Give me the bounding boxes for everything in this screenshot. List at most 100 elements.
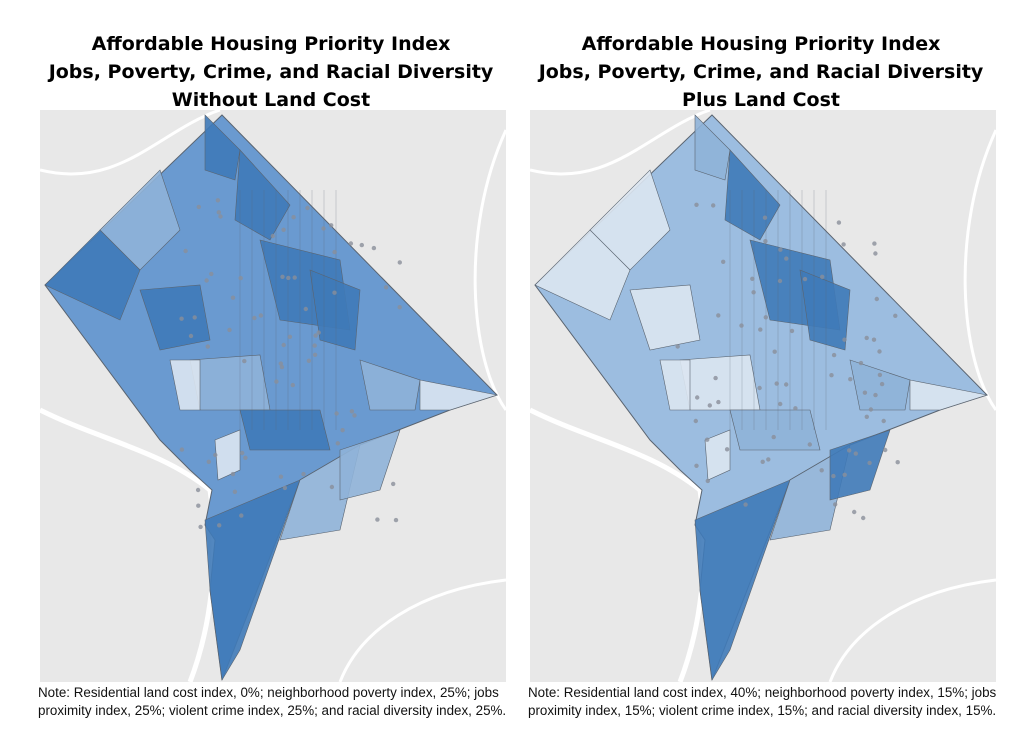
road-line (963, 129, 996, 411)
site-point (831, 473, 836, 479)
site-point (348, 241, 354, 246)
site-point (213, 452, 218, 458)
site-point (693, 418, 698, 424)
site-point (334, 411, 339, 416)
site-point (694, 463, 699, 468)
site-point (743, 502, 748, 507)
site-point (819, 468, 824, 473)
site-point (789, 328, 795, 334)
census-tract (659, 359, 691, 411)
site-point (724, 447, 730, 452)
site-point (842, 472, 847, 477)
site-point (784, 256, 789, 261)
site-point (750, 276, 755, 281)
site-point (198, 524, 203, 530)
site-point (371, 245, 377, 251)
site-point (393, 517, 399, 523)
site-point (188, 333, 194, 339)
site-point (893, 313, 898, 318)
site-point (332, 249, 337, 255)
road-line (338, 578, 506, 682)
site-point (867, 460, 872, 466)
site-point (872, 241, 877, 246)
site-point (230, 295, 236, 300)
site-point (240, 450, 245, 456)
site-point (848, 377, 853, 382)
site-point (278, 361, 283, 366)
site-point (206, 459, 211, 464)
site-point (195, 487, 201, 493)
site-point (864, 414, 869, 419)
census-tract (169, 359, 201, 411)
census-tract (829, 429, 891, 501)
site-point (858, 360, 864, 366)
site-point (820, 274, 825, 279)
choropleth-map[interactable] (40, 110, 506, 682)
site-point (861, 515, 866, 521)
map-note: Note: Residential land cost index, 0%; n… (38, 685, 507, 718)
title-line: Jobs, Poverty, Crime, and Racial Diversi… (48, 61, 494, 83)
site-point (258, 313, 264, 318)
river-line (530, 407, 707, 682)
choropleth-map[interactable] (530, 110, 996, 682)
census-tract (629, 284, 701, 351)
census-tract (694, 114, 731, 181)
site-point (868, 407, 874, 412)
census-tract (214, 429, 241, 481)
census-tract (849, 359, 911, 411)
site-point (739, 323, 744, 328)
site-point (716, 313, 721, 318)
census-tract (309, 269, 361, 351)
census-tract (139, 284, 211, 351)
site-point (209, 271, 214, 277)
site-point (183, 248, 188, 254)
site-point (278, 474, 284, 479)
site-point (306, 358, 312, 363)
site-point (772, 349, 777, 354)
site-point (303, 306, 308, 312)
site-point (179, 316, 184, 321)
site-point (762, 215, 768, 220)
site-point (694, 202, 699, 207)
road-line (530, 110, 711, 176)
site-point (760, 459, 765, 464)
site-point (312, 343, 317, 348)
title-line: Affordable Housing Priority Index (581, 33, 941, 55)
site-point (836, 220, 842, 225)
site-point (280, 274, 285, 279)
site-point (227, 327, 232, 333)
site-point (286, 275, 291, 281)
site-point (301, 471, 306, 477)
site-point (881, 418, 886, 424)
site-point (359, 242, 364, 248)
site-point (842, 337, 847, 342)
site-point (352, 413, 357, 418)
site-point (216, 210, 221, 215)
site-point (807, 442, 812, 447)
site-point (375, 517, 380, 522)
road-line (828, 578, 996, 682)
site-point (777, 278, 783, 284)
site-point (793, 406, 798, 411)
title-line: Without Land Cost (171, 89, 371, 111)
site-point (383, 285, 389, 290)
site-point (242, 358, 247, 364)
site-point (871, 337, 877, 342)
site-point (774, 381, 779, 386)
site-point (391, 481, 396, 487)
site-point (397, 260, 402, 265)
census-tract (419, 379, 498, 411)
site-point (778, 247, 783, 252)
site-point (847, 448, 852, 453)
site-point (292, 275, 297, 280)
site-point (757, 385, 762, 391)
site-point (238, 275, 243, 281)
site-point (230, 471, 236, 477)
site-point (196, 503, 201, 508)
site-point (763, 239, 768, 244)
site-point (332, 290, 337, 295)
census-tract (234, 149, 291, 241)
site-point (695, 395, 700, 400)
census-tract (694, 479, 791, 681)
site-point (312, 352, 318, 357)
